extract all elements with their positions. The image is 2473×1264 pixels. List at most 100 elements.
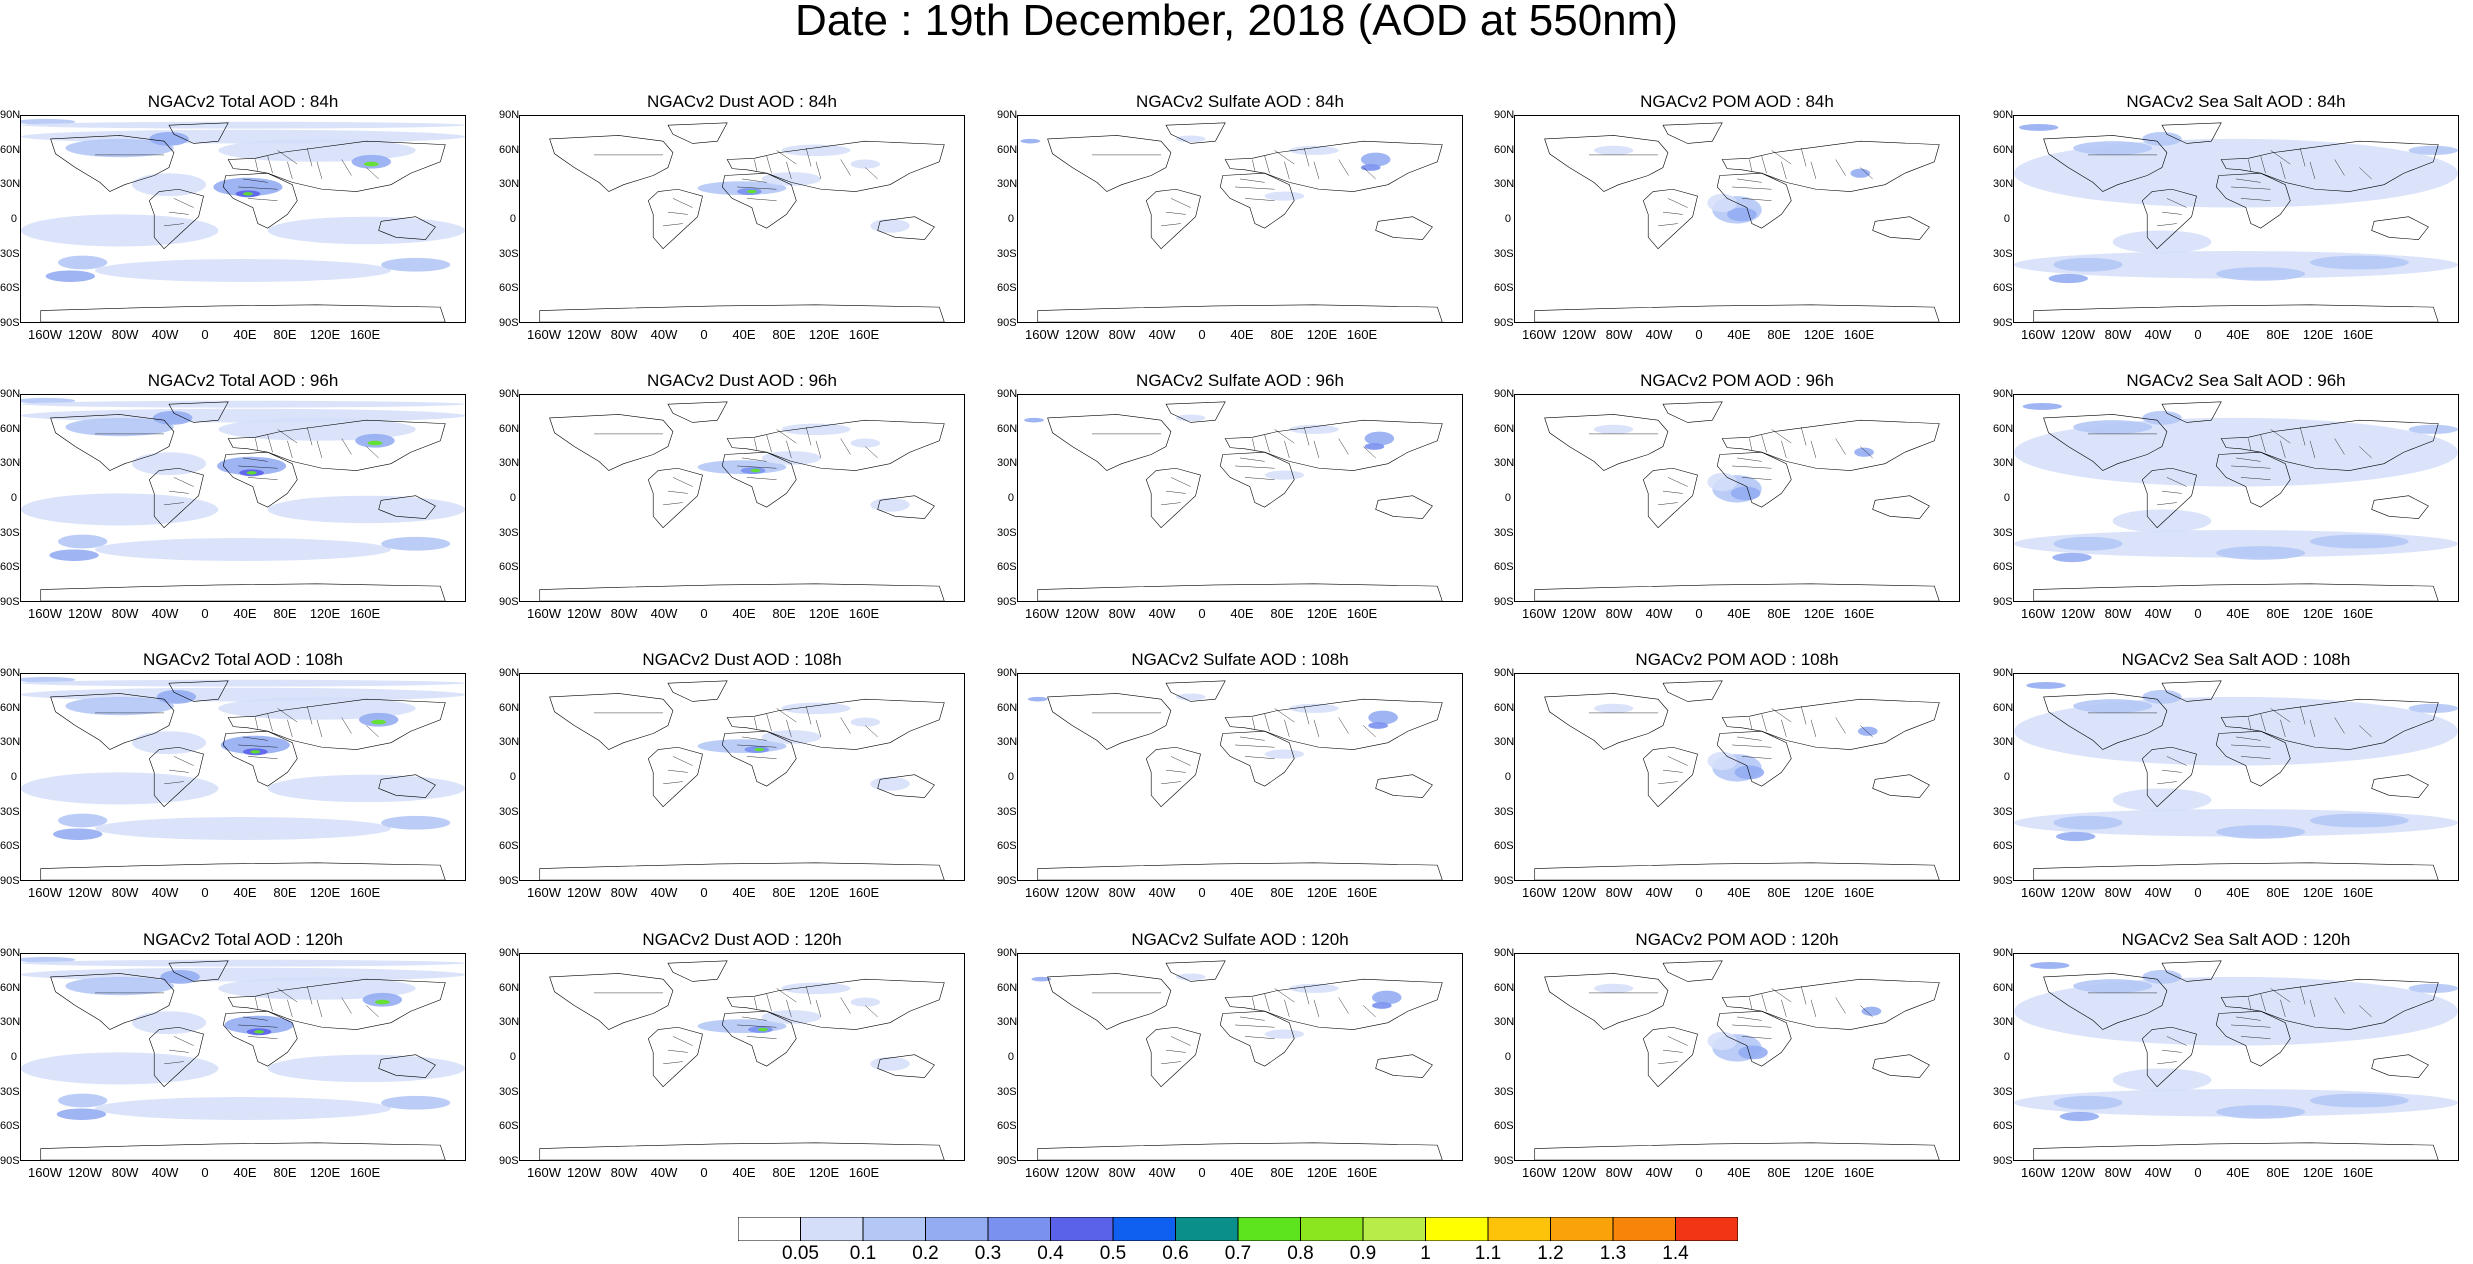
map-panel: NGACv2 POM AOD : 108h 90N 60N 30N 0 30S 60S 90S… [1494, 650, 1960, 900]
lat-tick-label: 60N [997, 981, 1018, 994]
aod-plume [1031, 976, 1052, 982]
lon-tick-label: 80W [111, 327, 139, 342]
coastline [379, 496, 436, 519]
lat-tick-label: 90S [0, 875, 20, 887]
coastline [2034, 305, 2439, 322]
lon-tick-label: 40W [2144, 885, 2172, 900]
coastline [1376, 496, 1433, 519]
map-frame [2013, 115, 2459, 323]
lon-tick-label: 40E [233, 327, 257, 342]
country-borders [95, 986, 379, 1064]
lat-tick-label: 60S [997, 1120, 1017, 1133]
aod-plume [746, 189, 757, 194]
lat-tick-label: 30S [499, 247, 519, 260]
aod-plume [21, 118, 76, 125]
lat-tick-label: 90S [0, 1155, 20, 1167]
aod-plume [761, 172, 821, 186]
coastline [1220, 173, 1294, 228]
lat-tick-label: 30N [1993, 1016, 2014, 1029]
map-panel: NGACv2 Sulfate AOD : 120h 90N 60N 30N 0 30S 60… [997, 930, 1463, 1180]
lon-tick-label: 80W [610, 1165, 638, 1180]
aod-plume [267, 774, 465, 803]
lon-tick-label: 40W [650, 327, 678, 342]
lat-tick-label: 60N [1494, 701, 1515, 714]
coastline [1663, 681, 1722, 702]
lon-tick-label: 40E [732, 1165, 756, 1180]
coastline [2142, 1027, 2196, 1087]
map-frame [1017, 394, 1463, 602]
colorbar-swatch [1112, 1217, 1176, 1241]
aod-plume [870, 498, 910, 512]
lat-tick-label: 60N [0, 701, 21, 714]
lon-tick-label: 120W [1562, 606, 1596, 621]
panel-title: NGACv2 Dust AOD : 108h [642, 650, 842, 669]
aod-plume [1727, 207, 1757, 222]
lon-tick-label: 0 [1695, 327, 1703, 342]
map-panel: NGACv2 POM AOD : 84h 90N 60N 30N 0 30S 60S 90S 1… [1494, 92, 1960, 342]
lat-tick-label: 30N [997, 736, 1018, 749]
lon-tick-label: 120E [309, 327, 341, 342]
map-panel: NGACv2 Total AOD : 108h 90N 60N 30N 0 30S 60S 9… [0, 650, 466, 900]
world-map [1027, 674, 1462, 880]
colorbar-swatch [1425, 1217, 1489, 1241]
lat-tick-label: 60N [1993, 981, 2014, 994]
aod-plume [870, 1057, 910, 1071]
world-map [21, 118, 465, 322]
lon-tick-label: 120E [309, 1165, 341, 1180]
lat-tick-label: 90S [1494, 596, 1514, 608]
map-frame [1514, 115, 1960, 323]
aod-plume [381, 815, 451, 830]
aod-plume [1368, 722, 1388, 729]
aod-plume [2053, 257, 2123, 272]
lon-tick-label: 80W [1108, 885, 1136, 900]
lon-tick-label: 40E [1727, 885, 1751, 900]
aod-plume [1707, 193, 1737, 213]
colorbar-label: 0.4 [1037, 1243, 1064, 1264]
coastline [1545, 414, 1668, 470]
coastline [1643, 1027, 1697, 1087]
coastline [2142, 189, 2196, 249]
lon-tick-label: 160W [1025, 327, 1059, 342]
lat-tick-label: 30S [499, 1085, 519, 1098]
lon-tick-label: 160E [1346, 1165, 1378, 1180]
lat-tick-label: 0 [1007, 771, 1014, 783]
coastline [648, 1027, 702, 1087]
coastline [1663, 123, 1722, 144]
lon-tick-label: 160W [1522, 327, 1556, 342]
lon-tick-label: 160W [28, 885, 62, 900]
map-frame [20, 953, 466, 1161]
coastline [1146, 468, 1200, 528]
world-map [21, 956, 465, 1160]
lat-tick-label: 90N [499, 388, 520, 400]
colorbar-swatch [925, 1217, 989, 1241]
aod-plume [21, 493, 219, 526]
lon-tick-label: 120W [1065, 327, 1099, 342]
lon-tick-label: 80W [111, 1165, 139, 1180]
coastline [1038, 584, 1443, 601]
aod-plume [152, 411, 193, 425]
lat-tick-label: 60N [499, 981, 520, 994]
aod-plume [21, 121, 465, 129]
lat-tick-label: 90S [997, 875, 1017, 887]
aod-plume [697, 181, 787, 195]
country-borders [1092, 148, 1376, 226]
aod-plume [2073, 420, 2153, 434]
lat-tick-label: 90S [0, 317, 20, 329]
coastline [1038, 1143, 1443, 1160]
colorbar-label: 1.3 [1599, 1243, 1627, 1264]
map-frame [1017, 115, 1463, 323]
aod-plume [758, 1027, 768, 1032]
aod-plume [1027, 696, 1048, 702]
lat-tick-label: 30S [1993, 1085, 2013, 1098]
coastline [2162, 123, 2221, 144]
coastline [2044, 135, 2167, 191]
aod-plume [850, 997, 881, 1007]
coastline [1717, 452, 1791, 507]
map-frame [2013, 673, 2459, 881]
aod-plume [2142, 690, 2182, 704]
coastline [878, 496, 935, 519]
lat-tick-label: 90N [499, 667, 520, 679]
lat-tick-label: 30N [997, 457, 1018, 470]
lat-tick-label: 60S [0, 282, 20, 295]
coastline [1376, 1055, 1433, 1078]
